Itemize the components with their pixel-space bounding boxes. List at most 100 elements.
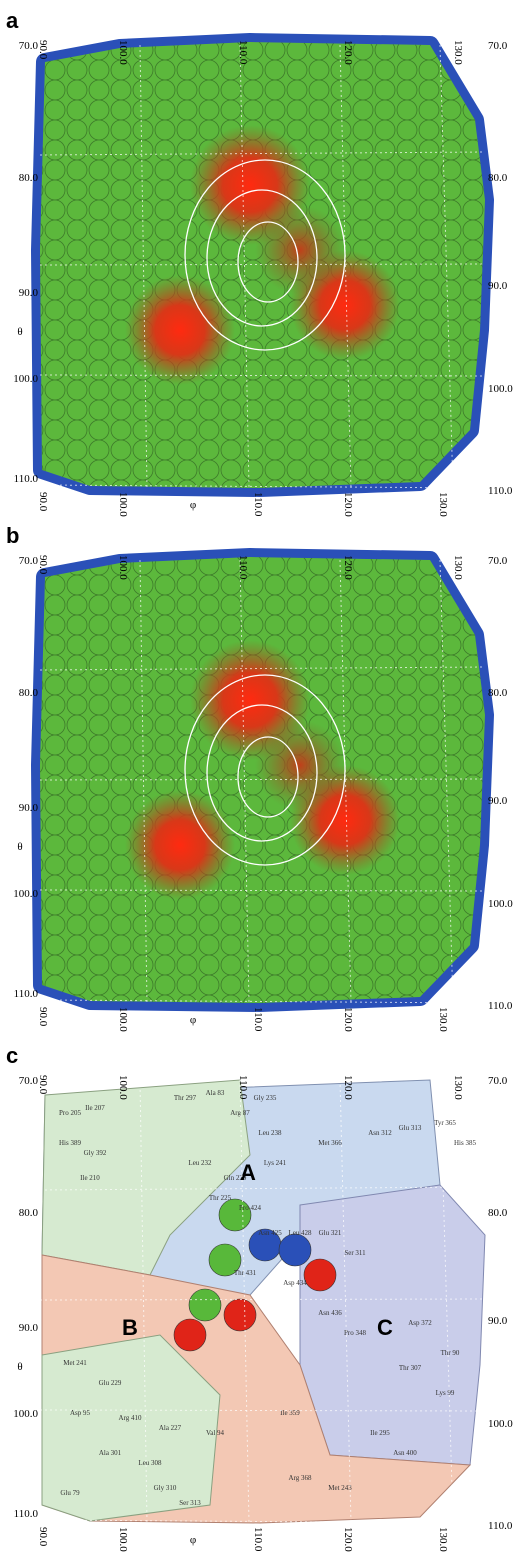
- theta-tick-right: 100.0: [488, 1418, 513, 1430]
- theta-tick-left: 110.0: [14, 473, 39, 485]
- theta-tick-right: 110.0: [488, 1520, 513, 1532]
- phi-tick-bottom: 120.0: [342, 492, 354, 517]
- phi-tick-top: 130.0: [452, 555, 464, 580]
- theta-tick-right: 80.0: [488, 687, 508, 699]
- theta-tick-left: 110.0: [14, 1508, 39, 1520]
- residue-label: Gly 235: [254, 1094, 277, 1102]
- residue-label: Lys 99: [436, 1389, 455, 1397]
- phi-tick-bottom: 130.0: [437, 1527, 449, 1552]
- theta-tick-right: 70.0: [488, 1075, 508, 1087]
- hotspot: [125, 275, 235, 385]
- phi-tick-bottom: 100.0: [117, 1007, 129, 1032]
- residue-label: Pro 205: [59, 1109, 81, 1117]
- residue-label: Thr 297: [174, 1094, 197, 1102]
- residue-label: Thr 307: [399, 1364, 422, 1372]
- residue-label: Ala 83: [206, 1089, 225, 1097]
- residue-label: Gly 392: [84, 1149, 107, 1157]
- panel-label: c: [6, 1043, 18, 1068]
- panel-label: b: [6, 523, 19, 548]
- phi-label: φ: [190, 1534, 196, 1546]
- phi-tick-bottom: 110.0: [252, 1527, 264, 1552]
- theta-tick-right: 110.0: [488, 1000, 513, 1012]
- theta-tick-right: 80.0: [488, 1207, 508, 1219]
- phi-tick-top: 90.0: [37, 555, 49, 575]
- residue-label: Arg 368: [288, 1474, 312, 1482]
- phi-tick-bottom: 90.0: [37, 492, 49, 512]
- phi-tick-top: 120.0: [342, 555, 354, 580]
- residue-label: Asp 434: [283, 1279, 307, 1287]
- residue-label: Asn 436: [318, 1309, 342, 1317]
- patch: [279, 1234, 311, 1266]
- phi-tick-bottom: 130.0: [437, 492, 449, 517]
- patch: [174, 1319, 206, 1351]
- residue-label: Asn 400: [393, 1449, 417, 1457]
- theta-tick-left: 80.0: [19, 172, 39, 184]
- theta-tick-left: 90.0: [19, 1322, 39, 1334]
- phi-tick-top: 130.0: [452, 40, 464, 65]
- region-label: B: [122, 1315, 138, 1340]
- theta-tick-left: 110.0: [14, 988, 39, 1000]
- hotspot: [255, 205, 345, 295]
- residue-label: Glu 313: [399, 1124, 422, 1132]
- panel: b 90.0 100.0 110.0 120.0 130.0 90.0 100.0 110.0 1…: [6, 523, 513, 1032]
- residue-label: Thr 90: [441, 1349, 460, 1357]
- phi-tick-bottom: 110.0: [252, 1007, 264, 1032]
- theta-tick-left: 70.0: [19, 40, 39, 52]
- residue-label: Ser 313: [179, 1499, 201, 1507]
- theta-tick-left: 80.0: [19, 687, 39, 699]
- phi-tick-bottom: 120.0: [342, 1007, 354, 1032]
- residue-label: Arg 410: [118, 1414, 142, 1422]
- theta-tick-right: 110.0: [488, 485, 513, 497]
- theta-tick-left: 70.0: [19, 555, 39, 567]
- residue-label: Leu 308: [138, 1459, 162, 1467]
- theta-tick-right: 90.0: [488, 280, 508, 292]
- residue-label: Val 94: [206, 1429, 225, 1437]
- patch: [224, 1299, 256, 1331]
- phi-tick-top: 100.0: [117, 555, 129, 580]
- hotspot: [125, 790, 235, 900]
- phi-tick-top: 100.0: [117, 40, 129, 65]
- phi-tick-top: 90.0: [37, 40, 49, 60]
- panel-label: a: [6, 8, 19, 33]
- residue-label: Ser 311: [344, 1249, 366, 1257]
- phi-tick-top: 90.0: [37, 1075, 49, 1095]
- residue-label: His 385: [454, 1139, 476, 1147]
- patch: [189, 1289, 221, 1321]
- phi-tick-bottom: 100.0: [117, 492, 129, 517]
- theta-tick-right: 90.0: [488, 795, 508, 807]
- phi-tick-bottom: 130.0: [437, 1007, 449, 1032]
- theta-tick-left: 70.0: [19, 1075, 39, 1087]
- residue-label: Met 243: [328, 1484, 352, 1492]
- residue-label: Thr 431: [234, 1269, 257, 1277]
- residue-label: Leu 238: [258, 1129, 282, 1137]
- phi-tick-bottom: 90.0: [37, 1527, 49, 1547]
- residue-label: Glu 229: [99, 1379, 122, 1387]
- theta-tick-left: 90.0: [19, 802, 39, 814]
- region-label: C: [377, 1315, 393, 1340]
- residue-label: Ala 301: [99, 1449, 122, 1457]
- figure: a 90.0 100.0 110.0 120.0 130.0 90.0 100.0 110.0 1…: [0, 0, 523, 1554]
- hotspot: [255, 720, 345, 810]
- residue-label: Glu 79: [60, 1489, 80, 1497]
- phi-tick-top: 100.0: [117, 1075, 129, 1100]
- theta-tick-right: 100.0: [488, 383, 513, 395]
- residue-label: Glu 321: [319, 1229, 342, 1237]
- phi-tick-bottom: 100.0: [117, 1527, 129, 1552]
- theta-tick-right: 80.0: [488, 172, 508, 184]
- theta-tick-right: 90.0: [488, 1315, 508, 1327]
- theta-tick-left: 100.0: [13, 888, 38, 900]
- residue-label: Asn 425: [258, 1229, 282, 1237]
- residue-label: Ile 207: [85, 1104, 105, 1112]
- residue-label: His 389: [59, 1139, 81, 1147]
- panel: a 90.0 100.0 110.0 120.0 130.0 90.0 100.0 110.0 1…: [6, 8, 513, 517]
- residue-label: Tyr 365: [434, 1119, 456, 1127]
- theta-tick-left: 100.0: [13, 1408, 38, 1420]
- residue-label: Ala 227: [159, 1424, 182, 1432]
- phi-label: φ: [190, 1014, 196, 1026]
- phi-tick-top: 120.0: [342, 1075, 354, 1100]
- theta-label: θ: [17, 326, 22, 338]
- residue-label: Leu 428: [288, 1229, 312, 1237]
- patch: [304, 1259, 336, 1291]
- phi-tick-bottom: 110.0: [252, 492, 264, 517]
- phi-tick-top: 110.0: [237, 555, 249, 580]
